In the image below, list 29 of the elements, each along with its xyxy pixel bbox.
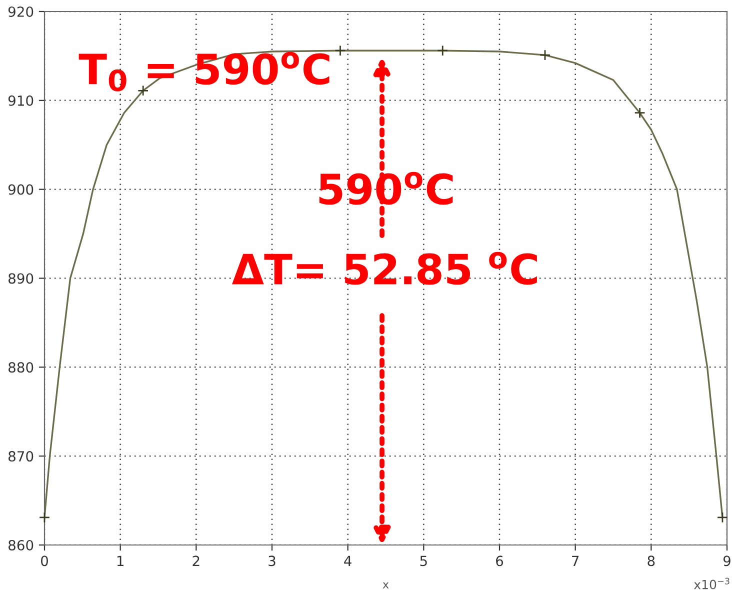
text: x10$^{−3}$ xyxy=(694,578,730,590)
y-tick-label: 880 xyxy=(8,362,34,373)
x-tick-label: 9 xyxy=(723,556,730,566)
x-tick-label: 1 xyxy=(117,556,124,566)
point xyxy=(137,85,149,96)
x-tick-label: 5 xyxy=(420,556,427,566)
x-axis-title: x xyxy=(382,582,389,588)
y-tick-label: 860 xyxy=(8,540,34,550)
y-tick-label: 910 xyxy=(8,95,34,106)
y-tick-label: 900 xyxy=(8,184,34,195)
x-tick-label: 0 xyxy=(40,556,48,566)
point xyxy=(38,512,50,524)
x-tick-label: 4 xyxy=(344,556,352,566)
point xyxy=(539,49,551,61)
point xyxy=(334,45,346,56)
x-tick-label: 7 xyxy=(572,556,579,566)
annotation: ΔT= 52.85 $^{o}$C xyxy=(232,252,537,285)
x-tick-label: 2 xyxy=(192,556,200,566)
x-tick-label: 8 xyxy=(648,556,655,566)
point xyxy=(437,45,448,56)
line-series xyxy=(44,50,724,518)
x-tick-label: 3 xyxy=(268,556,276,566)
annotation: T$_{0}$ = 590$^{o}$C xyxy=(78,52,330,92)
y-tick-label: 920 xyxy=(8,6,34,17)
x-tick-label: 6 xyxy=(496,556,504,566)
point xyxy=(634,107,646,118)
y-tick-label: 890 xyxy=(8,273,34,284)
y-tick-label: 870 xyxy=(8,451,34,462)
point xyxy=(716,512,728,524)
